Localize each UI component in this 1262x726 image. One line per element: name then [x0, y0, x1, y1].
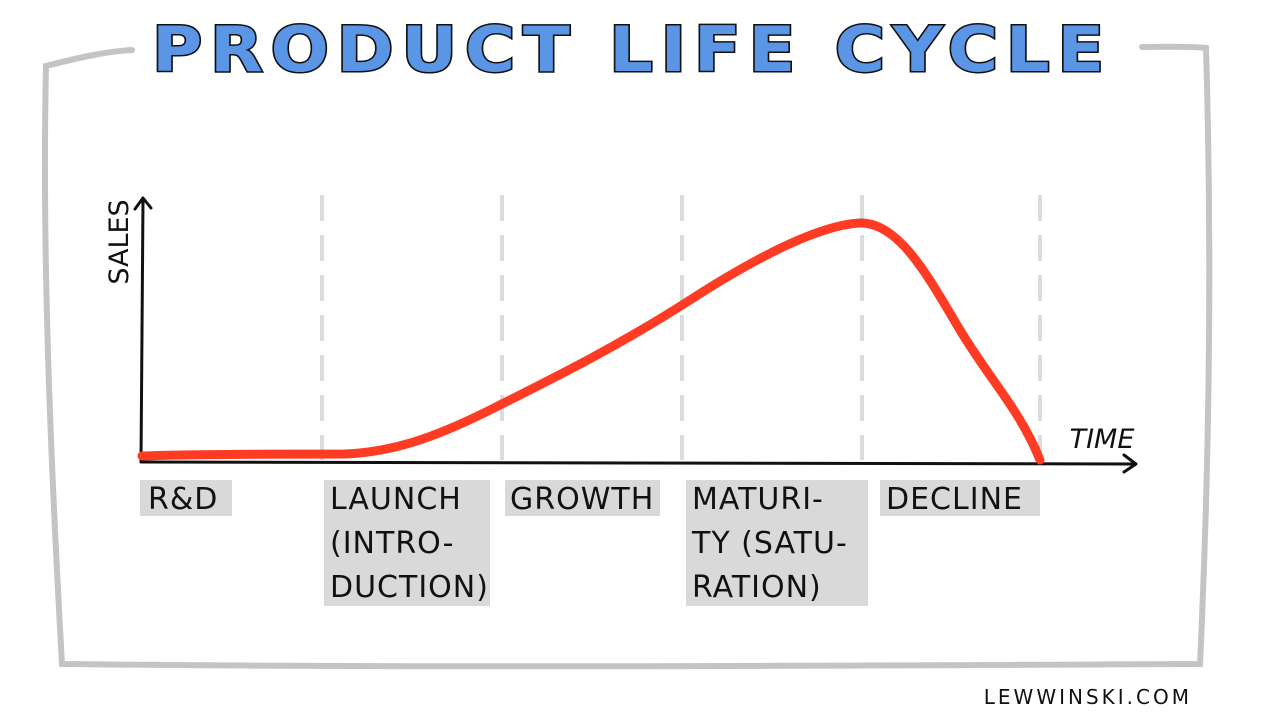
stage-labels: R&D LAUNCH (INTRO- DUCTION) GROWTH MATUR…: [148, 482, 1023, 605]
stage-label-growth: GROWTH: [510, 482, 654, 517]
x-axis: [139, 460, 1136, 466]
axes: [133, 196, 1138, 474]
stage-highlight-decline: [880, 480, 1040, 516]
x-axis-label: TIME: [1070, 424, 1135, 455]
stage-label-line: TY (SATU-: [691, 526, 848, 561]
page-title: PRODUCT LIFE CYCLE: [152, 13, 1112, 86]
stage-label-line: GROWTH: [510, 482, 654, 517]
stage-label-decline: DECLINE: [886, 482, 1023, 517]
stage-label-rnd: R&D: [148, 482, 218, 517]
stage-label-line: DECLINE: [886, 482, 1023, 517]
stage-label-line: MATURI-: [692, 482, 824, 517]
y-axis-label: SALES: [104, 199, 135, 284]
stage-highlight-launch: [324, 480, 490, 606]
y-axis: [139, 198, 145, 464]
stage-highlight-maturity: [686, 480, 868, 606]
x-axis-arrow-icon: [1122, 453, 1138, 474]
stage-dividers: [320, 195, 1042, 460]
stage-label-line: RATION): [692, 570, 822, 605]
frame-border: [41, 43, 1213, 670]
stage-label-line: LAUNCH: [330, 482, 462, 517]
stage-highlight-rnd: [140, 480, 232, 516]
y-axis-arrow-icon: [133, 196, 153, 211]
site-credit: LEWWINSKI.COM: [984, 685, 1192, 709]
stage-highlight-growth: [505, 480, 660, 516]
stage-label-maturity: MATURI- TY (SATU- RATION): [691, 482, 858, 605]
stage-label-launch: LAUNCH (INTRO- DUCTION): [330, 482, 489, 605]
stage-label-line: R&D: [148, 482, 218, 517]
stage-label-line: (INTRO-: [330, 526, 454, 561]
sales-curve: [137, 218, 1045, 465]
stage-label-line: DUCTION): [330, 570, 489, 605]
